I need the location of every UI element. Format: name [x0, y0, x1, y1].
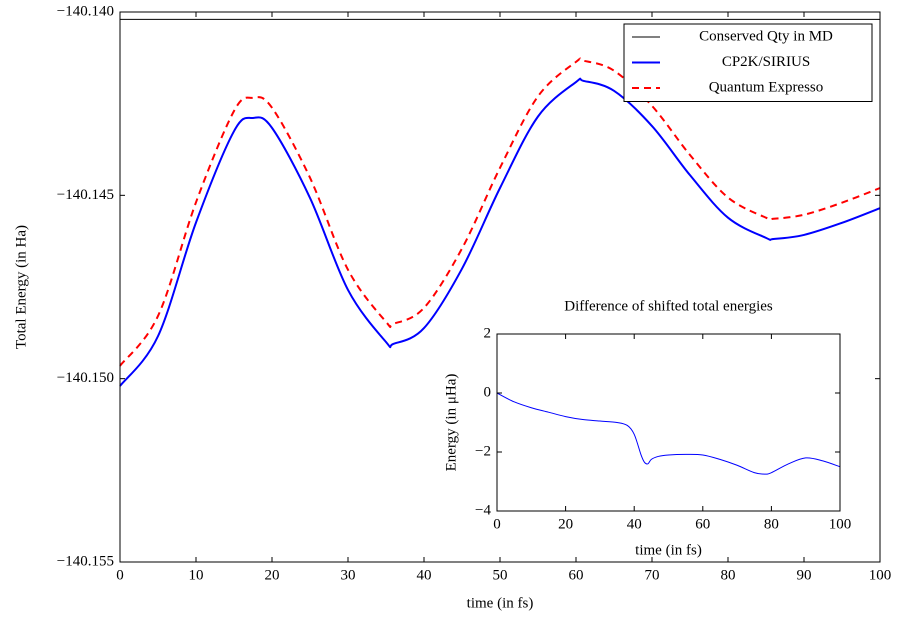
x-tick-label: 80 — [721, 567, 736, 583]
x-tick-label: 0 — [116, 567, 124, 583]
y-tick-label: −140.150 — [57, 370, 114, 386]
y-tick-label: −140.140 — [57, 3, 114, 19]
legend-label: CP2K/SIRIUS — [722, 54, 810, 70]
x-tick-label: 70 — [645, 567, 660, 583]
y-axis-label: Total Energy (in Ha) — [13, 225, 29, 349]
x-tick-label: 40 — [417, 567, 432, 583]
legend-label: Conserved Qty in MD — [699, 28, 833, 44]
chart-title: Difference of shifted total energies — [564, 298, 773, 314]
y-tick-label: −2 — [475, 443, 491, 459]
x-tick-label: 60 — [695, 516, 710, 532]
x-axis-label: time (in fs) — [467, 595, 534, 611]
x-tick-label: 10 — [189, 567, 204, 583]
y-tick-label: −140.155 — [57, 553, 114, 569]
x-tick-label: 0 — [493, 516, 501, 532]
x-tick-label: 50 — [493, 567, 508, 583]
line-series — [496, 392, 841, 475]
line-series — [119, 77, 881, 387]
x-tick-label: 20 — [558, 516, 573, 532]
x-tick-label: 100 — [829, 516, 852, 532]
x-tick-label: 40 — [627, 516, 642, 532]
y-axis-label: Energy (in μHa) — [443, 374, 459, 472]
y-tick-label: −4 — [475, 502, 491, 518]
x-axis-label: time (in fs) — [635, 542, 702, 558]
y-tick-label: 2 — [484, 325, 492, 341]
y-tick-label: −140.145 — [57, 187, 114, 203]
x-tick-label: 30 — [341, 567, 356, 583]
legend-label: Quantum Expresso — [709, 79, 824, 95]
y-tick-label: 0 — [484, 384, 492, 400]
x-tick-label: 90 — [797, 567, 812, 583]
legend-box — [623, 23, 873, 102]
plot-frame — [496, 333, 841, 512]
line-series — [119, 57, 881, 367]
x-tick-label: 60 — [569, 567, 584, 583]
x-tick-label: 80 — [764, 516, 779, 532]
plot-background — [497, 334, 840, 511]
x-tick-label: 20 — [265, 567, 280, 583]
x-tick-label: 100 — [869, 567, 892, 583]
